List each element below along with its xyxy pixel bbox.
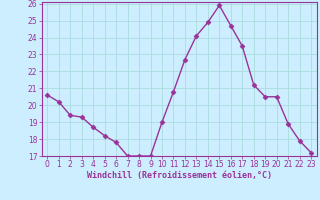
X-axis label: Windchill (Refroidissement éolien,°C): Windchill (Refroidissement éolien,°C) (87, 171, 272, 180)
